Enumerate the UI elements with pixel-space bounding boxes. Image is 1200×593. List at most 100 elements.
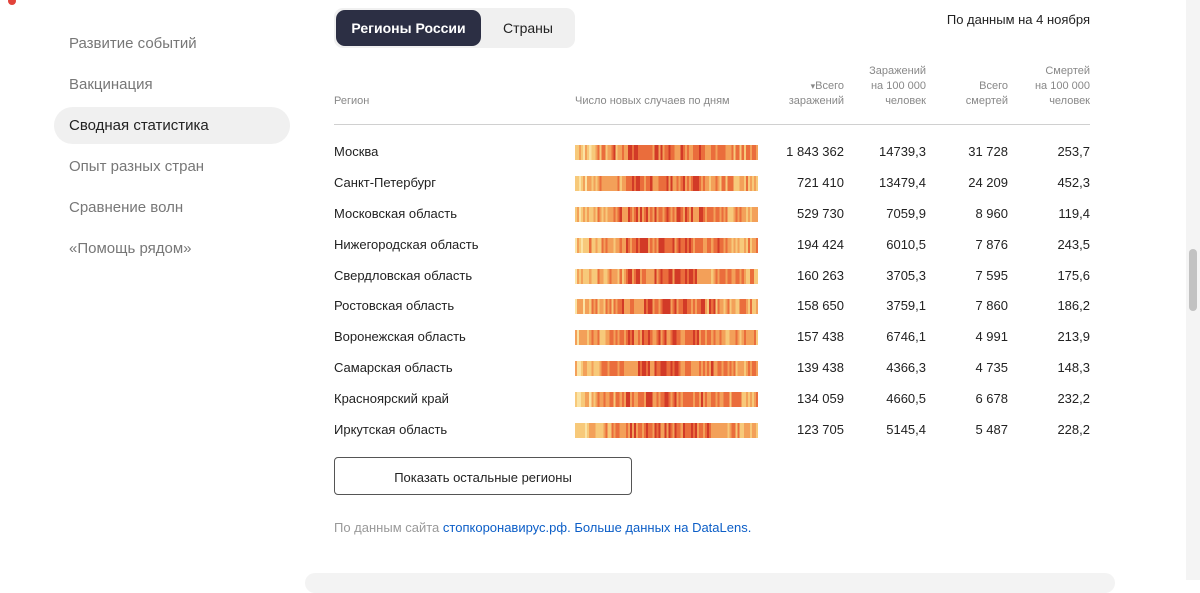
top-strip: [0, 0, 1200, 6]
cases-per-100k: 6010,5: [886, 236, 926, 252]
total-deaths: 4 991: [975, 329, 1008, 345]
header-total-cases[interactable]: ▾Всего заражений: [789, 79, 844, 109]
header-total-deaths[interactable]: Всего смертей: [966, 79, 1008, 109]
table-row[interactable]: Самарская область 139 438 4366,3 4 735 1…: [334, 353, 1090, 384]
total-cases: 529 730: [797, 205, 844, 221]
daily-cases-heatmap: [575, 330, 758, 346]
region-name: Санкт-Петербург: [334, 174, 436, 190]
scrollbar[interactable]: [1186, 0, 1200, 580]
browser-indicator-icon: [8, 0, 16, 5]
cases-per-100k: 7059,9: [886, 205, 926, 221]
header-cases-per-100k-line2: на 100 000: [870, 80, 926, 92]
cases-per-100k: 14739,3: [879, 144, 926, 159]
daily-cases-heatmap: [575, 206, 758, 222]
total-deaths: 7 860: [975, 298, 1008, 314]
header-cases-per-100k-line3: человек: [885, 95, 926, 107]
deaths-per-100k: 175,6: [1057, 267, 1090, 283]
region-name: Московская область: [334, 205, 458, 221]
table-row[interactable]: Санкт-Петербург 721 410 13479,4 24 209 4…: [334, 168, 1090, 199]
region-name: Нижегородская область: [334, 236, 479, 252]
table-row[interactable]: Свердловская область 160 263 3705,3 7 59…: [334, 261, 1090, 292]
sidebar-item-waves[interactable]: Сравнение волн: [69, 199, 184, 216]
table-row[interactable]: Москва 1 843 362 14739,3 31 728 253,7: [334, 137, 1090, 168]
sidebar-item-events[interactable]: Развитие событий: [69, 35, 197, 52]
cases-per-100k: 3705,3: [886, 267, 926, 283]
region-name: Самарская область: [334, 360, 453, 376]
deaths-per-100k: 243,5: [1057, 236, 1090, 252]
total-deaths: 4 735: [975, 360, 1008, 376]
table-row[interactable]: Московская область 529 730 7059,9 8 960 …: [334, 199, 1090, 230]
sidebar: Развитие событий Вакцинация Сводная стат…: [54, 25, 290, 271]
total-cases: 721 410: [797, 174, 844, 190]
total-deaths: 7 595: [975, 267, 1008, 283]
next-section-card: [305, 573, 1115, 593]
total-cases: 194 424: [797, 236, 844, 252]
sidebar-item-countries[interactable]: Опыт разных стран: [69, 158, 205, 175]
header-heatmap: Число новых случаев по дням: [575, 95, 730, 107]
region-name: Иркутская область: [334, 422, 448, 438]
region-tabs: Регионы России Страны: [334, 8, 575, 48]
total-deaths: 8 960: [975, 205, 1008, 221]
daily-cases-heatmap: [575, 423, 758, 439]
total-deaths: 5 487: [975, 422, 1008, 438]
total-deaths: 31 728: [968, 144, 1008, 159]
total-cases: 157 438: [797, 329, 844, 345]
deaths-per-100k: 148,3: [1057, 360, 1090, 376]
header-total-cases-line2: заражений: [788, 95, 844, 107]
header-total-cases-line1: Всего: [815, 80, 844, 92]
show-more-regions-button[interactable]: Показать остальные регионы: [334, 457, 632, 495]
table-row[interactable]: Красноярский край 134 059 4660,5 6 678 2…: [334, 384, 1090, 415]
region-name: Свердловская область: [334, 267, 473, 283]
region-name: Красноярский край: [334, 391, 449, 407]
total-deaths: 6 678: [975, 391, 1008, 407]
total-cases: 134 059: [797, 391, 844, 407]
datalens-link[interactable]: Больше данных на DataLens.: [574, 520, 752, 535]
sidebar-item-summary[interactable]: Сводная статистика: [54, 107, 290, 144]
daily-cases-heatmap: [575, 175, 758, 191]
daily-cases-heatmap: [575, 361, 758, 377]
deaths-per-100k: 452,3: [1057, 174, 1090, 190]
source-prefix: По данным сайта: [334, 520, 440, 535]
cases-per-100k: 3759,1: [886, 298, 926, 314]
header-deaths-per-100k[interactable]: Смертей на 100 000 человек: [1035, 64, 1090, 109]
total-cases: 160 263: [797, 267, 844, 283]
cases-per-100k: 5145,4: [886, 422, 926, 438]
scrollbar-thumb[interactable]: [1189, 249, 1197, 311]
total-cases: 158 650: [797, 298, 844, 314]
total-cases: 139 438: [797, 360, 844, 376]
header-total-deaths-line2: смертей: [965, 95, 1008, 107]
daily-cases-heatmap: [575, 268, 758, 284]
deaths-per-100k: 253,7: [1057, 144, 1090, 159]
daily-cases-heatmap: [575, 299, 758, 315]
table-body: Москва 1 843 362 14739,3 31 728 253,7 Са…: [334, 137, 1090, 446]
cases-per-100k: 4660,5: [886, 391, 926, 407]
table-row[interactable]: Нижегородская область 194 424 6010,5 7 8…: [334, 230, 1090, 261]
table-row[interactable]: Иркутская область 123 705 5145,4 5 487 2…: [334, 415, 1090, 446]
deaths-per-100k: 228,2: [1057, 422, 1090, 438]
cases-per-100k: 4366,3: [886, 360, 926, 376]
region-name: Ростовская область: [334, 298, 455, 314]
daily-cases-heatmap: [575, 237, 758, 253]
header-cases-per-100k-line1: Заражений: [869, 65, 926, 77]
deaths-per-100k: 232,2: [1057, 391, 1090, 407]
total-cases: 1 843 362: [786, 144, 844, 159]
deaths-per-100k: 213,9: [1057, 329, 1090, 345]
table-row[interactable]: Ростовская область 158 650 3759,1 7 860 …: [334, 291, 1090, 322]
tab-russia-regions[interactable]: Регионы России: [336, 10, 481, 46]
sidebar-item-vaccination[interactable]: Вакцинация: [69, 76, 153, 93]
header-region[interactable]: Регион: [334, 95, 370, 107]
deaths-per-100k: 119,4: [1058, 205, 1090, 221]
header-deaths-per-100k-line3: человек: [1049, 95, 1090, 107]
sidebar-item-help[interactable]: «Помощь рядом»: [69, 240, 192, 257]
deaths-per-100k: 186,2: [1057, 298, 1090, 314]
tab-countries[interactable]: Страны: [503, 20, 553, 36]
data-date-note: По данным на 4 ноября: [946, 12, 1090, 27]
daily-cases-heatmap: [575, 145, 758, 160]
stopcoronavirus-link[interactable]: стопкоронавирус.рф.: [442, 520, 571, 535]
header-deaths-per-100k-line1: Смертей: [1045, 65, 1090, 77]
header-cases-per-100k[interactable]: Заражений на 100 000 человек: [869, 64, 926, 109]
sort-desc-icon: ▾: [810, 81, 816, 91]
table-row[interactable]: Воронежская область 157 438 6746,1 4 991…: [334, 322, 1090, 353]
header-deaths-per-100k-line2: на 100 000: [1034, 80, 1090, 92]
cases-per-100k: 13479,4: [879, 174, 926, 190]
